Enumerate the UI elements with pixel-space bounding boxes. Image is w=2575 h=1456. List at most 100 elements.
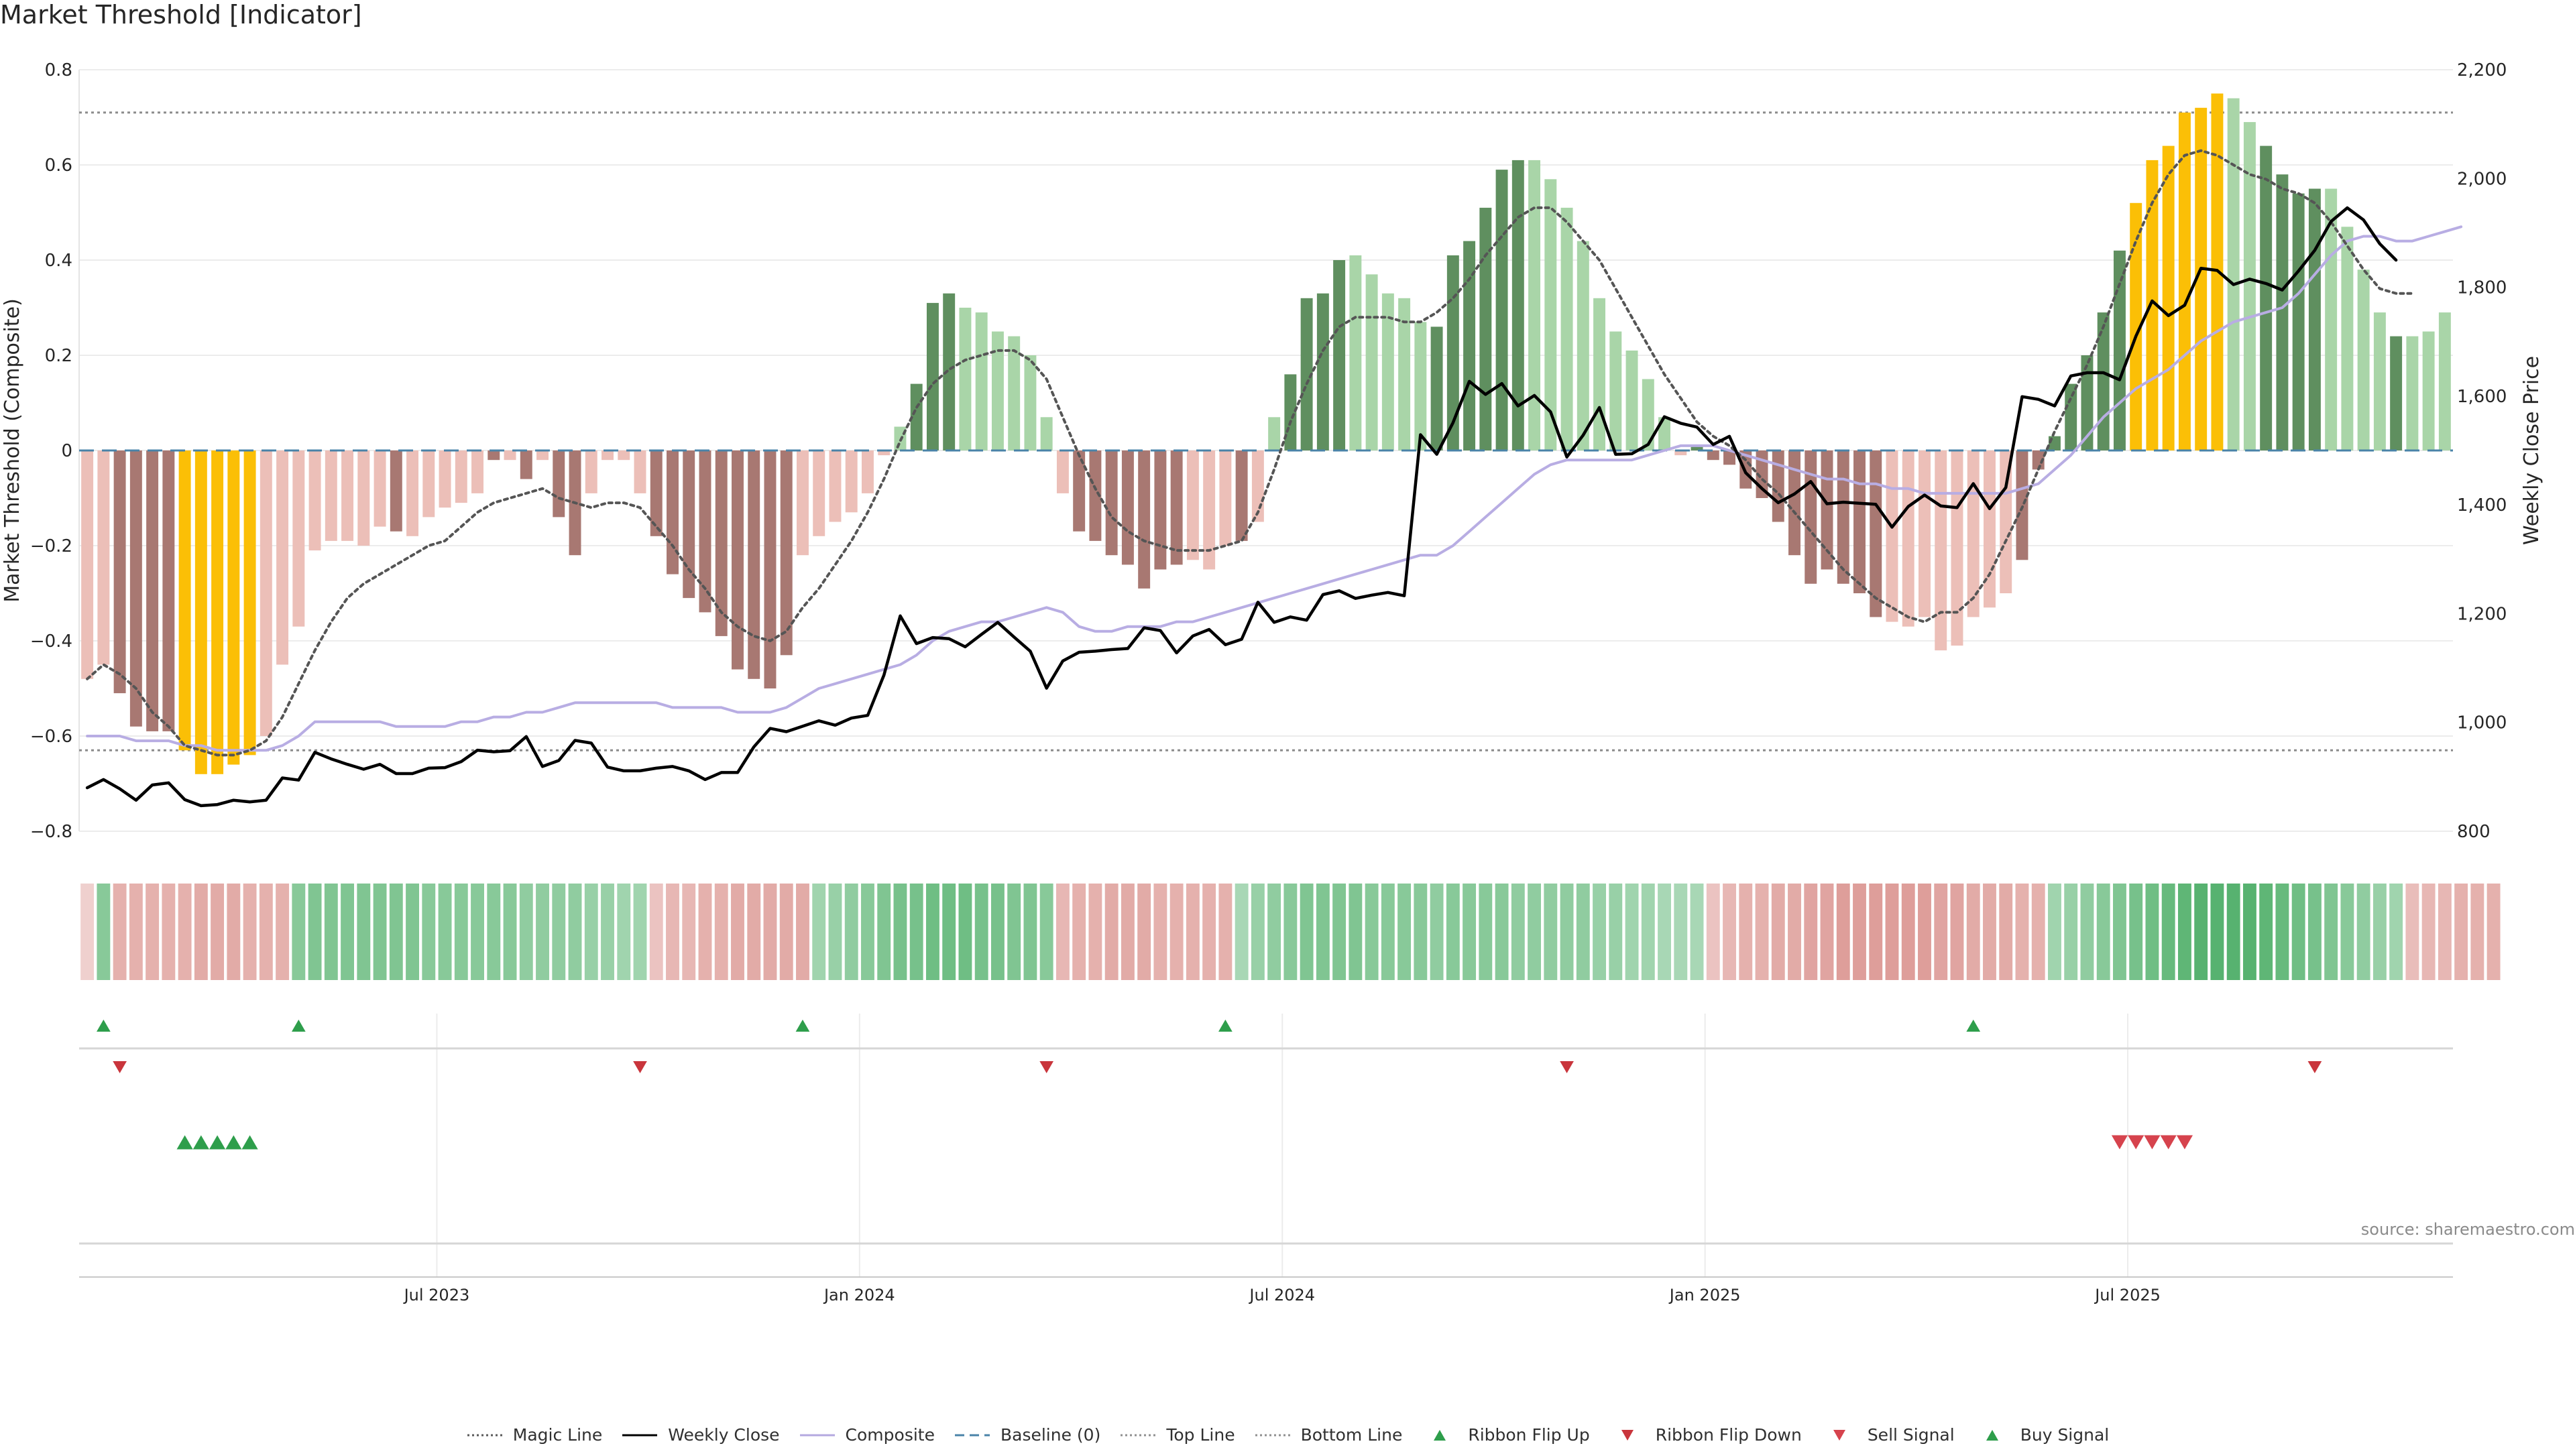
- ribbon-cell: [1495, 884, 1509, 980]
- composite-bar: [1609, 331, 1622, 450]
- composite-bar: [260, 450, 272, 736]
- composite-bar: [699, 450, 711, 613]
- ribbon-cell: [828, 884, 842, 980]
- legend-swatch-icon: [1254, 1427, 1292, 1443]
- ribbon-cell: [292, 884, 306, 980]
- composite-bar: [471, 450, 484, 493]
- composite-bar: [422, 450, 435, 518]
- composite-bar: [1284, 374, 1297, 450]
- legend-label: Ribbon Flip Up: [1468, 1425, 1590, 1445]
- ribbon-cell: [1901, 884, 1915, 980]
- ribbon-cell: [1560, 884, 1574, 980]
- composite-bar: [536, 450, 549, 461]
- composite-bar: [439, 450, 451, 508]
- ribbon-cell: [1137, 884, 1151, 980]
- ribbon-cell: [1511, 884, 1525, 980]
- ribbon-cell: [97, 884, 111, 980]
- composite-bar: [1919, 450, 1931, 617]
- sell-signal-marker: [2144, 1135, 2161, 1150]
- ribbon-cell: [308, 884, 322, 980]
- ribbon-cell: [1528, 884, 1542, 980]
- composite-bar: [1544, 179, 1557, 450]
- composite-bar: [2097, 312, 2110, 450]
- x-tick-label: Jan 2024: [823, 1286, 895, 1305]
- ribbon-cell: [1202, 884, 1216, 980]
- legend-swatch-icon: [1421, 1427, 1458, 1443]
- composite-bar: [1463, 241, 1476, 450]
- ribbon-cell: [698, 884, 712, 980]
- ribbon-cell: [1186, 884, 1200, 980]
- y-tick-label-left: 0.2: [45, 346, 72, 366]
- composite-bar: [146, 450, 159, 731]
- ribbon-cell: [1934, 884, 1948, 980]
- sell-signal-marker: [2128, 1135, 2144, 1150]
- ribbon-cell: [2129, 884, 2143, 980]
- ribbon-cell: [2486, 884, 2501, 980]
- ribbon-cell: [2080, 884, 2094, 980]
- composite-bar: [1560, 207, 1573, 450]
- composite-bar: [2227, 98, 2240, 451]
- legend-item: Weekly Close: [621, 1425, 780, 1445]
- composite-bar: [1902, 450, 1914, 627]
- ribbon-cell: [341, 884, 355, 980]
- ribbon-cell: [1300, 884, 1314, 980]
- ribbon-cell: [2307, 884, 2322, 980]
- y-tick-label-left: 0.6: [45, 156, 72, 176]
- chart-title: Market Threshold [Indicator]: [0, 0, 362, 29]
- ribbon-cell: [990, 884, 1005, 980]
- composite-bar: [1788, 450, 1800, 556]
- composite-bar: [308, 450, 321, 551]
- ribbon-cell: [2291, 884, 2305, 980]
- ribbon-cell: [2113, 884, 2126, 980]
- composite-bar: [2065, 383, 2077, 450]
- composite-bar: [1951, 450, 1963, 646]
- ribbon-cell: [926, 884, 939, 980]
- legend-item: Composite: [799, 1425, 935, 1445]
- x-tick-label: Jul 2024: [1248, 1286, 1315, 1305]
- composite-bar: [1365, 274, 1378, 450]
- ribbon-cell: [454, 884, 468, 980]
- composite-bar: [2406, 336, 2419, 450]
- composite-bar: [129, 450, 142, 727]
- legend-item: Top Line: [1119, 1425, 1235, 1445]
- legend-swatch-icon: [1973, 1427, 2011, 1443]
- ribbon-cell: [779, 884, 793, 980]
- ribbon-cell: [1885, 884, 1899, 980]
- composite-bar: [1593, 298, 1606, 450]
- composite-bar: [81, 450, 94, 679]
- ribbon-cell: [146, 884, 160, 980]
- composite-bar: [2308, 188, 2321, 450]
- composite-bar: [553, 450, 565, 518]
- composite-bar: [1853, 450, 1866, 593]
- ribbon-cell: [80, 884, 95, 980]
- composite-bar: [634, 450, 646, 493]
- ribbon-cell: [861, 884, 874, 980]
- ribbon-cell: [584, 884, 598, 980]
- ribbon-cell: [2064, 884, 2078, 980]
- ribbon-cell: [1055, 884, 1070, 980]
- legend-label: Bottom Line: [1300, 1425, 1403, 1445]
- composite-bar: [2292, 193, 2305, 450]
- legend-swatch-icon: [466, 1427, 504, 1443]
- composite-bar: [1723, 450, 1735, 465]
- composite-bar: [1203, 450, 1216, 570]
- ribbon-cell: [1788, 884, 1801, 980]
- ribbon-cell: [601, 884, 614, 980]
- composite-bar: [1008, 336, 1021, 450]
- composite-bar: [1154, 450, 1167, 570]
- ribbon-flip-up-marker: [291, 1020, 306, 1032]
- y-tick-label-left: −0.8: [30, 822, 72, 842]
- ribbon-cell: [1414, 884, 1428, 980]
- legend: Magic Line Weekly Close Composite Baseline …: [0, 1425, 2575, 1456]
- ribbon-cell: [1153, 884, 1167, 980]
- ribbon-cell: [519, 884, 533, 980]
- y-axis-title-right: Weekly Close Price: [2520, 356, 2543, 545]
- ribbon-cell: [909, 884, 923, 980]
- ribbon-cell: [1088, 884, 1102, 980]
- ribbon-cell: [1121, 884, 1135, 980]
- composite-bar: [1935, 450, 1947, 651]
- composite-bar: [2032, 450, 2045, 470]
- y-tick-label-left: −0.6: [30, 727, 72, 747]
- composite-bar: [585, 450, 597, 493]
- composite-bar: [455, 450, 467, 503]
